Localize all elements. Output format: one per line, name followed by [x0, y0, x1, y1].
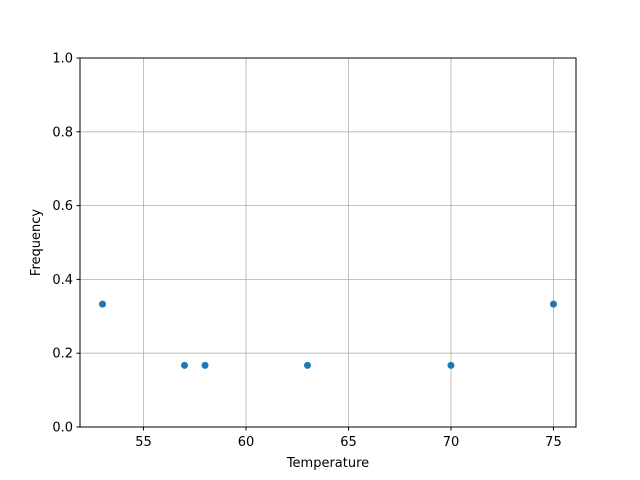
- x-tick-label: 70: [443, 435, 460, 450]
- x-axis-label: Temperature: [286, 456, 369, 471]
- x-tick-label: 60: [238, 435, 255, 450]
- x-tick-label: 65: [340, 435, 357, 450]
- y-axis-label: Frequency: [29, 209, 44, 276]
- data-point: [181, 361, 189, 369]
- y-tick-label: 0.6: [52, 199, 73, 214]
- data-point: [304, 361, 312, 369]
- data-point: [201, 361, 209, 369]
- y-tick-label: 0.0: [52, 421, 73, 436]
- y-tick-label: 0.4: [52, 273, 73, 288]
- y-tick-label: 0.8: [52, 125, 73, 140]
- data-point: [99, 300, 107, 308]
- grid: [80, 57, 576, 428]
- data-point: [549, 300, 557, 308]
- axes-frame: [79, 57, 577, 428]
- y-tick-label: 1.0: [52, 52, 73, 67]
- y-tick-label: 0.2: [52, 347, 73, 362]
- ticks: 55 60 65 70 75 0.0 0.2 0.4 0.6 0.8 1.0: [52, 52, 561, 451]
- data-point: [447, 361, 455, 369]
- x-tick-label: 75: [545, 435, 562, 450]
- data-points: [99, 300, 557, 369]
- x-tick-label: 55: [135, 435, 152, 450]
